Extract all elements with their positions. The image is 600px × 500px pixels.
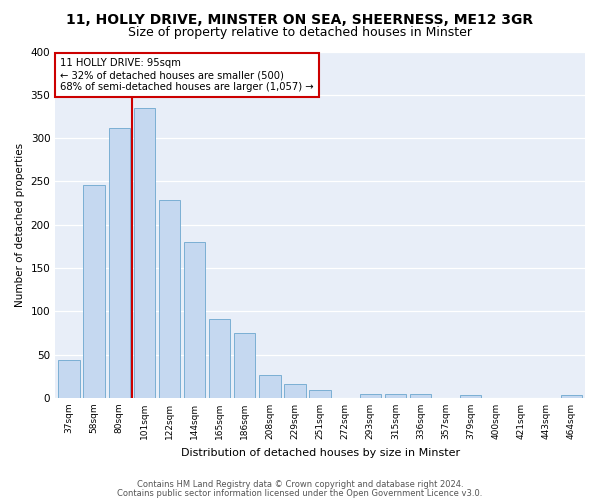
Bar bbox=[284, 384, 305, 398]
Bar bbox=[560, 396, 582, 398]
X-axis label: Distribution of detached houses by size in Minster: Distribution of detached houses by size … bbox=[181, 448, 460, 458]
Text: Contains HM Land Registry data © Crown copyright and database right 2024.: Contains HM Land Registry data © Crown c… bbox=[137, 480, 463, 489]
Bar bbox=[234, 333, 256, 398]
Bar bbox=[159, 200, 180, 398]
Bar bbox=[385, 394, 406, 398]
Bar bbox=[58, 360, 80, 398]
Bar bbox=[410, 394, 431, 398]
Y-axis label: Number of detached properties: Number of detached properties bbox=[15, 142, 25, 307]
Text: 11 HOLLY DRIVE: 95sqm
← 32% of detached houses are smaller (500)
68% of semi-det: 11 HOLLY DRIVE: 95sqm ← 32% of detached … bbox=[61, 58, 314, 92]
Bar bbox=[310, 390, 331, 398]
Bar bbox=[83, 185, 105, 398]
Bar bbox=[109, 128, 130, 398]
Bar bbox=[134, 108, 155, 398]
Text: Contains public sector information licensed under the Open Government Licence v3: Contains public sector information licen… bbox=[118, 488, 482, 498]
Bar bbox=[259, 376, 281, 398]
Bar bbox=[359, 394, 381, 398]
Bar bbox=[184, 242, 205, 398]
Text: Size of property relative to detached houses in Minster: Size of property relative to detached ho… bbox=[128, 26, 472, 39]
Text: 11, HOLLY DRIVE, MINSTER ON SEA, SHEERNESS, ME12 3GR: 11, HOLLY DRIVE, MINSTER ON SEA, SHEERNE… bbox=[67, 12, 533, 26]
Bar bbox=[209, 319, 230, 398]
Bar bbox=[460, 396, 481, 398]
